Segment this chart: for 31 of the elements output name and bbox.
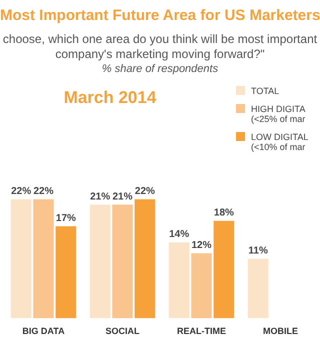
legend-label: HIGH DIGITA (<25% of mar [251,104,306,124]
data-label: 12% [191,240,212,252]
bar [134,199,156,318]
data-label: 21% [112,191,133,202]
data-label: 22% [134,186,155,197]
bar [10,199,32,318]
bar [33,199,54,318]
bar [248,258,268,318]
text: March 2014 [62,88,158,108]
data-label: 18% [214,208,234,219]
legend-label: LOW DIGITAL (<10% of mar [251,132,308,152]
data-label: 17% [56,213,76,224]
chart-title: Most Important Future Area for US Marketers [0,7,320,24]
data-label: 11% [248,245,268,256]
bar [214,220,234,318]
x-tick-label: MOBILE [263,326,298,336]
chart-subtitle: choose, which one area do you think will be most important company's marketing moving forward?" [2,32,318,62]
x-tick-label: REAL-TIME [177,326,226,336]
bar [56,226,76,318]
data-label: 22% [11,186,32,197]
legend-label: TOTAL [251,86,280,96]
text: % share of respondents [100,63,220,75]
bar [90,204,110,318]
data-label: 21% [90,191,110,202]
data-label: 22% [33,186,54,197]
bar [168,242,190,318]
data-label: 14% [169,229,190,240]
x-tick-label: BIG DATA [22,326,66,336]
bar [191,253,212,318]
bar [112,204,133,318]
x-tick-label: SOCIAL [105,326,140,336]
